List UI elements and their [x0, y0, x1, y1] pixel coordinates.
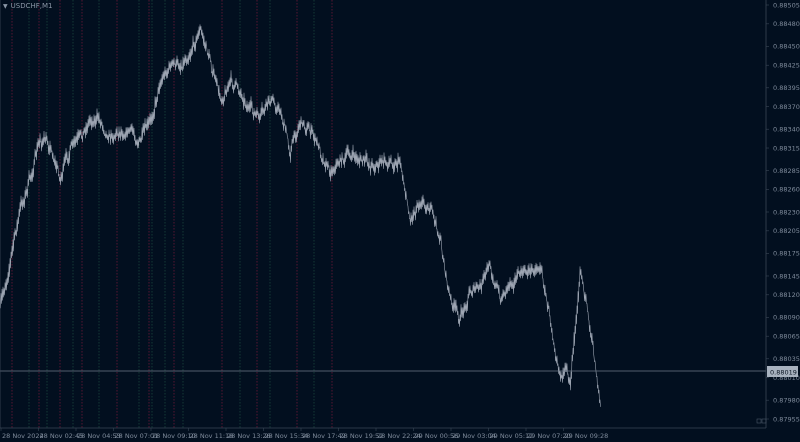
time-tick-label: 28 Nov 04:53 [77, 432, 121, 440]
price-tick-label: 0.88120 [773, 291, 800, 299]
price-tick-label: 0.88315 [773, 144, 800, 152]
current-price-badge [767, 366, 798, 377]
price-tick-label: 0.88340 [773, 126, 800, 134]
triangle-down-icon[interactable]: ▼ [3, 3, 8, 10]
time-tick-label: 29 Nov 09:28 [565, 432, 609, 440]
price-tick-label: 0.88035 [773, 355, 800, 363]
time-tick-label: 28 Nov 22:24 [377, 432, 421, 440]
price-tick-label: 0.88505 [773, 1, 800, 9]
current-price-label: 0.88019 [770, 369, 797, 377]
time-tick-label: 28 Nov 09:10 [152, 432, 196, 440]
price-axis[interactable]: 0.88505 0.88480 0.88450 0.88425 0.88395 0.883… [766, 1, 800, 423]
time-tick-label: 28 Nov 13:26 [227, 432, 271, 440]
time-tick-label: 29 Nov 05:12 [490, 432, 534, 440]
period-separators [11, 0, 333, 428]
symbol-timeframe-label: USDCHF,M1 [10, 2, 53, 10]
time-tick-label: 28 Nov 19:52 [340, 432, 384, 440]
price-tick-label: 0.88090 [773, 314, 800, 322]
time-tick-label: 28 Nov 07:01 [115, 432, 159, 440]
price-tick-label: 0.88425 [773, 62, 800, 70]
time-tick-label: 29 Nov 00:56 [415, 432, 459, 440]
chart-title: ▼ USDCHF,M1 [3, 2, 52, 10]
time-tick-label: 29 Nov 03:04 [452, 432, 496, 440]
price-tick-label: 0.87980 [773, 396, 800, 404]
time-tick-label: 28 Nov 15:34 [265, 432, 309, 440]
time-tick-label: 28 Nov 02:45 [40, 432, 84, 440]
price-tick-label: 0.88065 [773, 333, 800, 341]
price-tick-label: 0.88175 [773, 250, 800, 258]
price-line [0, 24, 601, 407]
price-tick-label: 0.88450 [773, 43, 800, 51]
price-tick-label: 0.88145 [773, 272, 800, 280]
price-tick-label: 0.88260 [773, 186, 800, 194]
price-tick-label: 0.88370 [773, 103, 800, 111]
scale-button-icon[interactable] [756, 418, 762, 424]
price-tick-label: 0.88480 [773, 20, 800, 28]
price-tick-label: 0.87955 [773, 415, 800, 423]
price-tick-label: 0.88205 [773, 227, 800, 235]
time-tick-label: 28 Nov 2024 [2, 432, 44, 440]
time-tick-label: 28 Nov 17:42 [302, 432, 346, 440]
scale-button-icon[interactable] [761, 418, 767, 424]
price-series [0, 24, 601, 407]
price-tick-label: 0.88285 [773, 167, 800, 175]
price-tick-label: 0.88395 [773, 84, 800, 92]
chart-scale-buttons[interactable] [756, 418, 767, 424]
time-tick-label: 29 Nov 07:20 [527, 432, 571, 440]
price-tick-label: 0.88230 [773, 208, 800, 216]
price-tick-label: 0.88010 [773, 374, 800, 382]
time-tick-label: 28 Nov 11:18 [190, 432, 234, 440]
